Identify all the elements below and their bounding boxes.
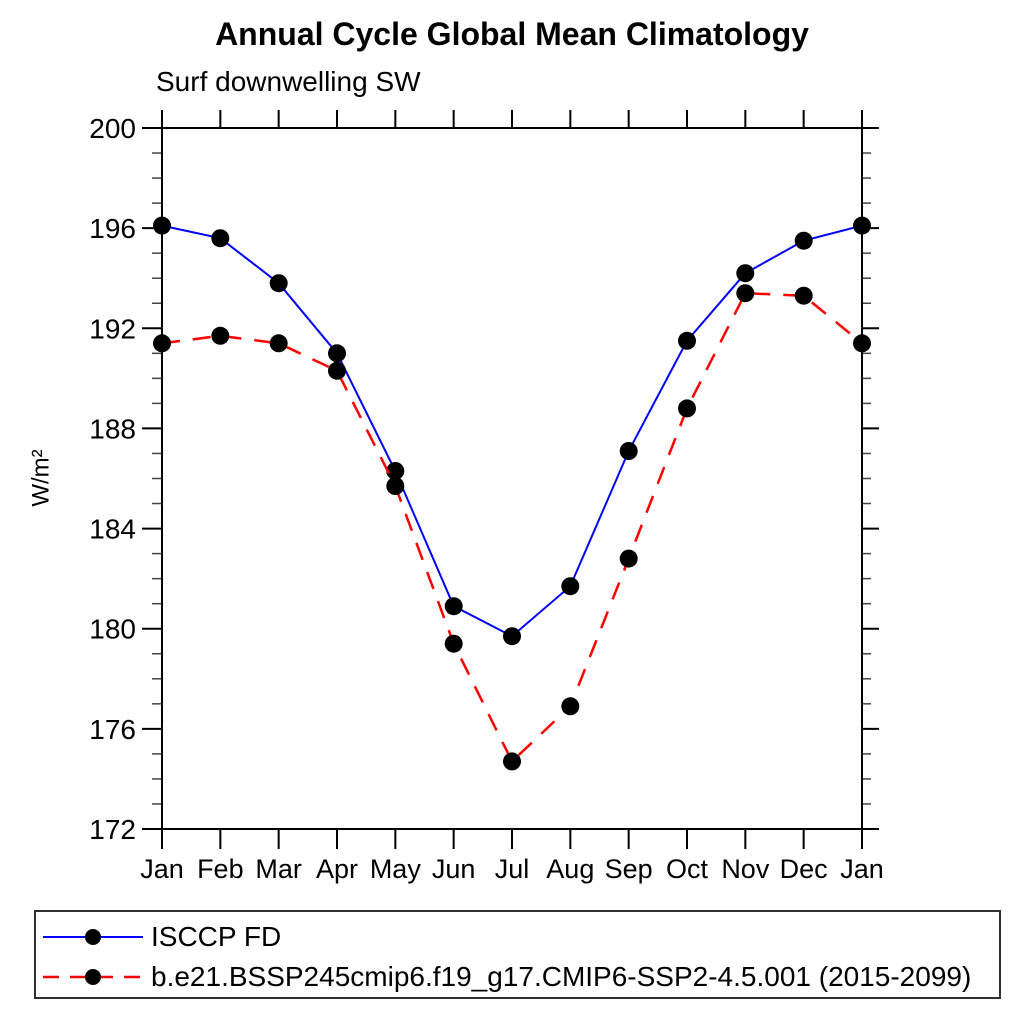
chart-title: Annual Cycle Global Mean Climatology <box>215 16 809 52</box>
month-label: Jul <box>495 854 530 884</box>
data-point-marker <box>444 597 463 616</box>
data-point-marker <box>503 627 521 646</box>
data-point-marker <box>853 216 871 235</box>
data-point-marker <box>678 331 696 350</box>
data-point-marker <box>328 344 346 363</box>
axis-frame <box>161 127 863 830</box>
data-point-marker <box>386 462 405 480</box>
y-tick-label: 184 <box>89 514 136 545</box>
legend-label-1: b.e21.BSSP245cmip6.f19_g17.CMIP6-SSP2-4.… <box>151 961 972 992</box>
legend: ISCCP FD b.e21.BSSP245cmip6.f19_g17.CMIP… <box>34 910 1001 999</box>
series-0-markers <box>153 216 871 646</box>
data-point-marker <box>619 442 638 460</box>
y-tick-label: 188 <box>89 413 136 444</box>
data-point-marker <box>619 549 638 568</box>
series-1-markers <box>153 284 871 771</box>
legend-label-0: ISCCP FD <box>151 921 282 952</box>
data-point-marker <box>678 399 696 418</box>
legend-row-model: b.e21.BSSP245cmip6.f19_g17.CMIP6-SSP2-4.… <box>36 957 999 997</box>
data-point-marker <box>736 284 755 303</box>
month-label: Sep <box>605 854 653 884</box>
data-point-marker <box>269 274 288 293</box>
legend-row-isccp: ISCCP FD <box>36 917 999 957</box>
y-tick-label: 196 <box>89 213 136 244</box>
series-0-line <box>161 224 863 638</box>
data-point-marker <box>153 334 171 353</box>
y-tick-label: 176 <box>89 714 136 745</box>
legend-line-sample-1 <box>43 969 143 985</box>
data-point-marker <box>794 286 813 305</box>
legend-line-sample-0 <box>43 929 143 945</box>
legend-sample-marker <box>85 929 101 945</box>
data-point-marker <box>794 231 813 250</box>
data-point-marker <box>561 577 580 596</box>
chart-subtitle: Surf downwelling SW <box>156 66 421 97</box>
plot-area: Jan Feb Mar Apr May Jun Jul Aug Sep Oct Nov Dec Jan1… <box>89 110 884 884</box>
y-tick-label: 180 <box>89 614 136 645</box>
data-point-marker <box>328 361 346 380</box>
data-point-marker <box>211 229 230 248</box>
legend-sample-marker <box>85 969 101 985</box>
data-point-marker <box>386 477 405 495</box>
month-label: May <box>370 854 422 884</box>
month-label: Apr <box>316 854 358 884</box>
month-label: Dec <box>780 854 828 884</box>
y-tick-label: 200 <box>89 113 136 144</box>
data-point-marker <box>561 697 580 716</box>
data-point-marker <box>211 326 230 345</box>
data-point-marker <box>153 216 171 235</box>
data-point-marker <box>269 334 288 353</box>
month-label: Jan <box>840 854 884 884</box>
y-tick-label: 192 <box>89 313 136 344</box>
data-point-marker <box>444 634 463 653</box>
month-label: Jan <box>140 854 184 884</box>
series-1-line <box>161 291 863 764</box>
data-point-marker <box>736 264 755 283</box>
month-label: Mar <box>255 854 302 884</box>
month-label: Oct <box>666 854 709 884</box>
month-label: Jun <box>432 854 476 884</box>
month-label: Aug <box>546 854 594 884</box>
data-point-marker <box>503 752 521 771</box>
month-label: Nov <box>721 854 770 884</box>
data-point-marker <box>853 334 871 353</box>
y-tick-label: 172 <box>89 814 136 845</box>
month-label: Feb <box>197 854 244 884</box>
